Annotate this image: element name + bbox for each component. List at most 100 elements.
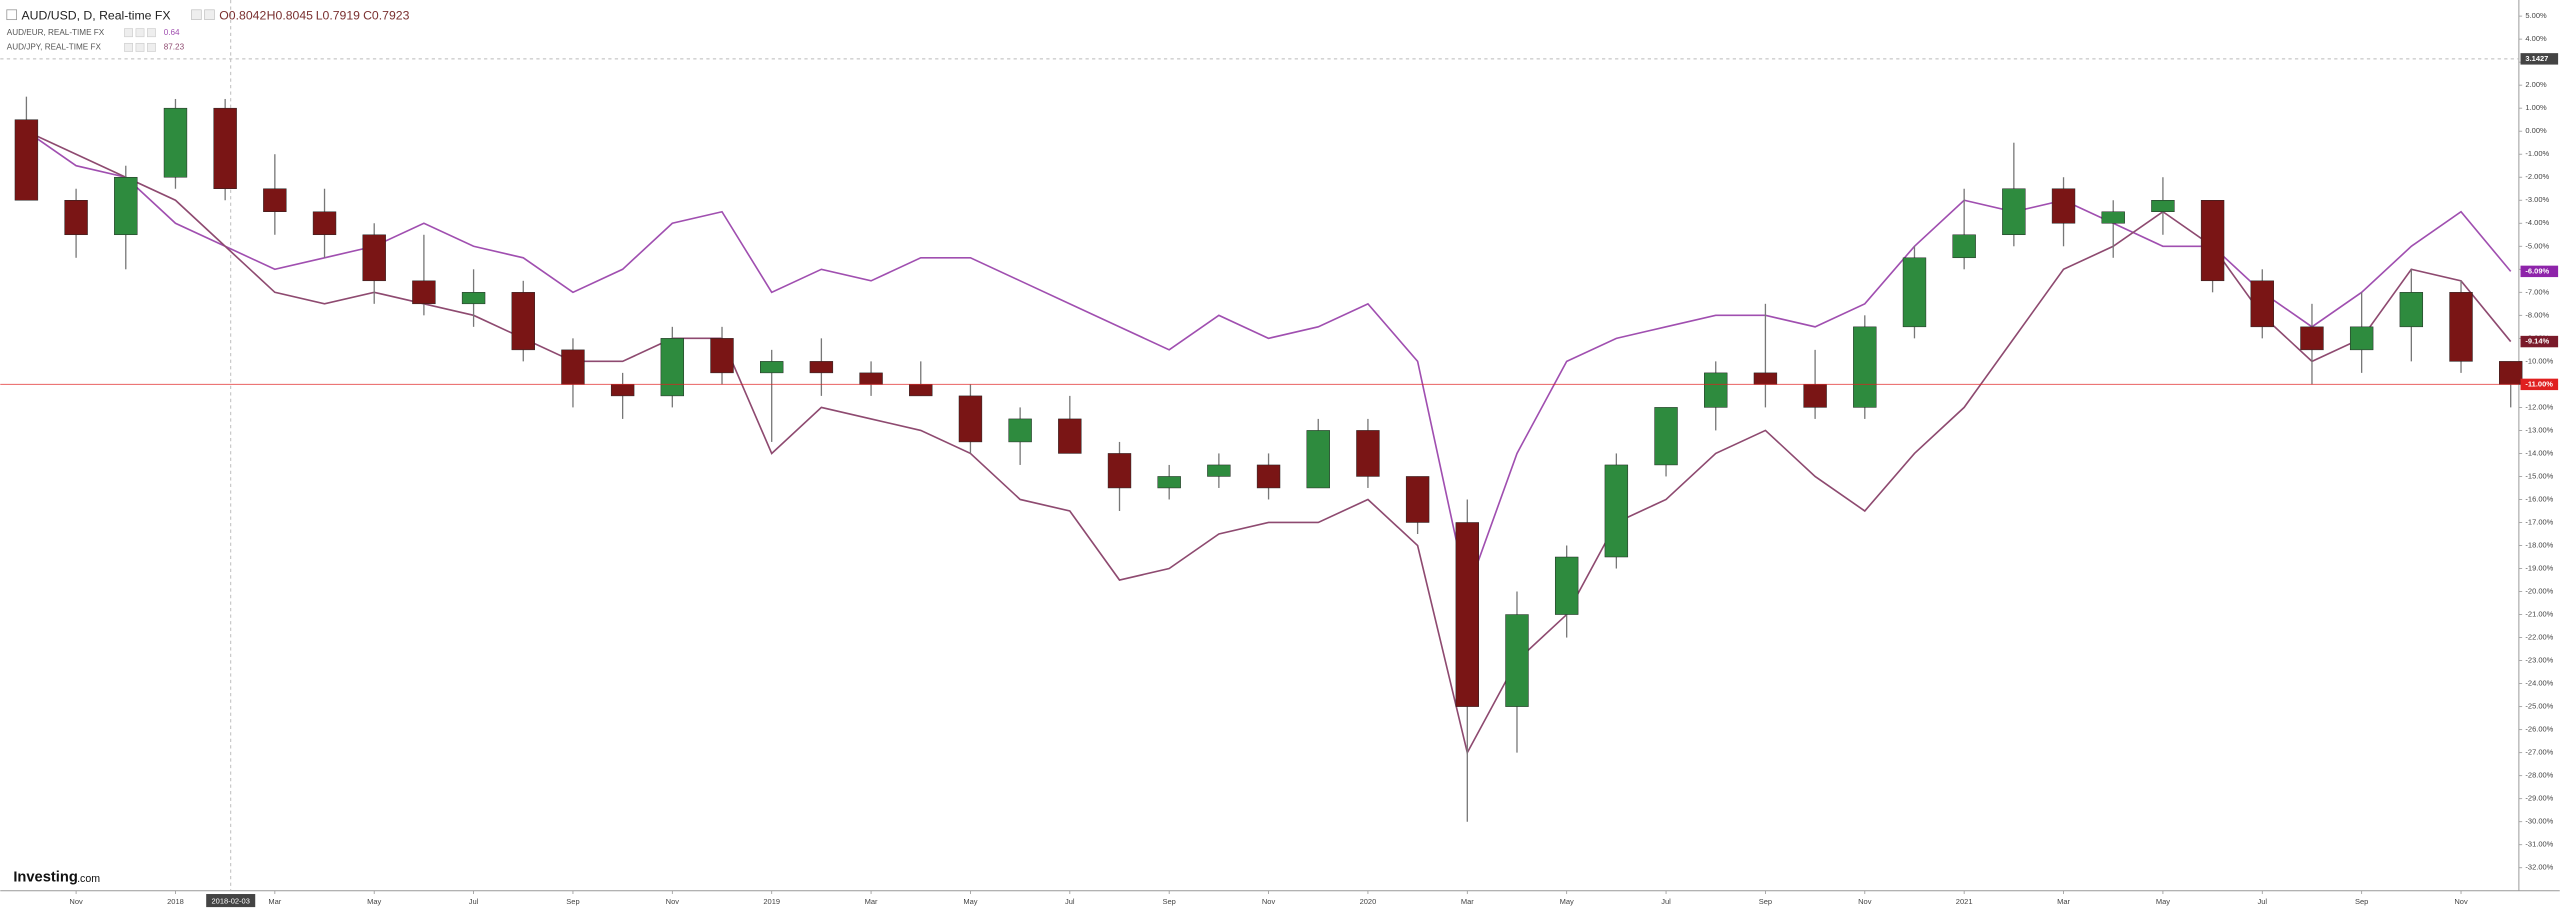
y-tick-label: -22.00% — [2525, 633, 2553, 642]
x-tick-label: Jul — [1661, 897, 1671, 906]
price-marker-label: 3.1427 — [2525, 54, 2548, 63]
y-tick-label: 4.00% — [2525, 34, 2547, 43]
price-marker — [2520, 53, 2559, 65]
y-tick-label: -28.00% — [2525, 771, 2553, 780]
x-tick-label: 2018 — [167, 897, 184, 906]
candle-body — [2499, 361, 2523, 385]
candle-body — [610, 384, 635, 397]
y-tick-label: -16.00% — [2525, 494, 2553, 503]
x-tick-label: May — [2156, 897, 2170, 906]
candle-body — [2101, 211, 2125, 224]
hide-icon[interactable] — [204, 9, 215, 20]
y-tick-label: -4.00% — [2525, 218, 2549, 227]
candle-body — [2300, 326, 2324, 351]
candle-body — [114, 176, 138, 236]
y-tick-label: -24.00% — [2525, 679, 2553, 688]
logo: Investing — [13, 870, 77, 886]
y-tick-label: -13.00% — [2525, 425, 2553, 434]
candle-body — [2250, 280, 2274, 328]
candle-body — [1803, 384, 1827, 408]
x-tick-label: Sep — [566, 897, 579, 906]
y-tick-label: -1.00% — [2525, 149, 2549, 158]
candle-body — [2200, 200, 2225, 282]
candle-body — [412, 280, 436, 305]
candle-body — [14, 119, 39, 201]
candle-body — [163, 107, 188, 178]
y-tick-label: -32.00% — [2525, 863, 2553, 872]
x-tick-label: Mar — [865, 897, 878, 906]
x-tick-label: Mar — [1461, 897, 1474, 906]
x-tick-label: Jul — [469, 897, 479, 906]
x-tick-label: 2019 — [763, 897, 780, 906]
price-marker — [2520, 265, 2559, 278]
candle-body — [1554, 556, 1579, 615]
candle-body — [1902, 257, 1927, 328]
candle-body — [2349, 326, 2374, 351]
candle-body — [1157, 476, 1181, 489]
y-tick-label: -30.00% — [2525, 817, 2553, 826]
candle-body — [958, 395, 983, 443]
y-tick-label: -3.00% — [2525, 195, 2549, 204]
x-tick-label: Nov — [69, 897, 83, 906]
price-marker — [2520, 378, 2559, 391]
price-marker-label: -9.14% — [2525, 337, 2549, 346]
candle-body — [1256, 464, 1281, 489]
legend-icon — [147, 42, 156, 52]
y-tick-label: -25.00% — [2525, 702, 2553, 711]
candle-body — [1356, 430, 1380, 477]
x-tick-label: May — [963, 897, 977, 906]
y-tick-label: 5.00% — [2525, 11, 2547, 20]
candle-body — [263, 188, 287, 213]
candle-body — [1853, 326, 1877, 408]
legend-icon — [135, 28, 145, 38]
candle-body — [710, 338, 734, 374]
candle-body — [64, 200, 88, 236]
x-tick-label: Nov — [1858, 897, 1872, 906]
price-marker — [2520, 335, 2559, 348]
candle-body — [660, 338, 685, 397]
legend-icon — [135, 42, 145, 52]
candle-body — [809, 361, 834, 374]
x-tick-label: Nov — [2454, 897, 2468, 906]
ohlc-open: O0.8042 — [219, 9, 266, 23]
x-tick-label: Jul — [2257, 897, 2267, 906]
y-tick-label: 2.00% — [2525, 80, 2547, 89]
y-tick-label: -17.00% — [2525, 517, 2553, 526]
ohlc-close: C0.7923 — [363, 9, 410, 23]
candle-body — [1405, 476, 1430, 523]
legend-entry: AUD/JPY, REAL-TIME FX — [7, 43, 102, 52]
y-tick-label: 1.00% — [2525, 103, 2547, 112]
y-tick-label: -23.00% — [2525, 656, 2553, 665]
legend-entry: AUD/EUR, REAL-TIME FX — [7, 28, 105, 37]
candle-body — [461, 292, 486, 305]
x-tick-label: Sep — [1163, 897, 1176, 906]
price-marker-label: -11.00% — [2525, 379, 2553, 388]
y-tick-label: -7.00% — [2525, 287, 2549, 296]
candle-body — [1207, 464, 1231, 477]
candle-body — [1455, 522, 1479, 707]
settings-icon[interactable] — [191, 9, 202, 20]
candle-body — [2449, 292, 2473, 362]
line-series — [25, 130, 2512, 595]
candle-body — [909, 384, 933, 397]
x-tick-label: Nov — [666, 897, 680, 906]
candle-body — [1505, 614, 1529, 707]
candle-body — [2399, 292, 2424, 328]
y-tick-label: -18.00% — [2525, 540, 2553, 549]
x-tick-label: Sep — [2355, 897, 2368, 906]
candle-body — [561, 349, 585, 385]
candle-body — [1058, 418, 1082, 454]
crosshair-x-box — [206, 894, 256, 908]
logo-suffix: .com — [77, 873, 100, 885]
y-tick-label: 0.00% — [2525, 126, 2547, 135]
x-tick-label: Mar — [268, 897, 281, 906]
candle-body — [1107, 453, 1132, 489]
candle-body — [760, 361, 784, 374]
x-tick-label: Mar — [2057, 897, 2070, 906]
y-tick-label: -20.00% — [2525, 587, 2553, 596]
x-tick-label: Sep — [1759, 897, 1772, 906]
collapse-icon[interactable] — [6, 9, 18, 21]
y-tick-label: -21.00% — [2525, 610, 2553, 619]
y-tick-label: -27.00% — [2525, 748, 2553, 757]
